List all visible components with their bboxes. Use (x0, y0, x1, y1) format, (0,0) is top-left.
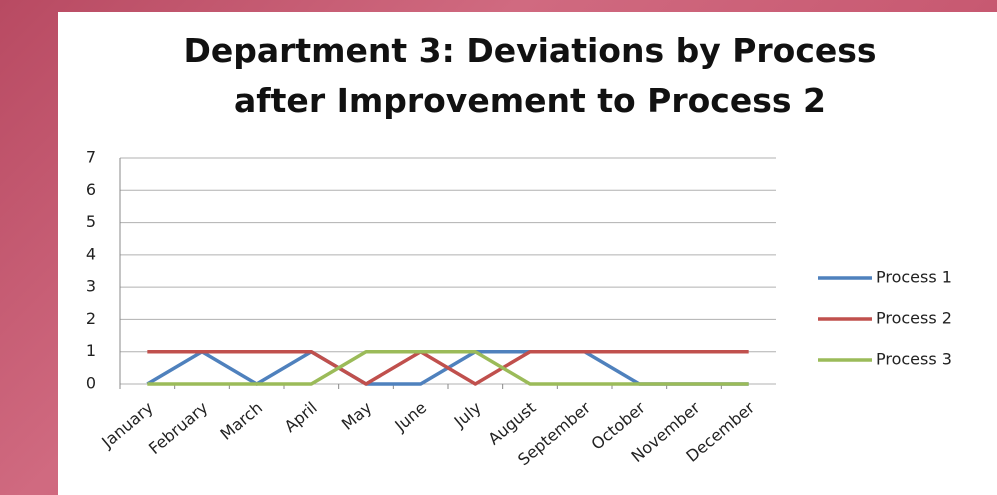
y-tick-label: 1 (86, 341, 96, 360)
x-tick-label: May (338, 398, 376, 434)
chart-panel (58, 12, 997, 495)
y-tick-label: 0 (86, 374, 96, 393)
legend-label: Process 3 (876, 350, 952, 369)
x-tick-label: February (145, 398, 212, 458)
x-tick-label: June (390, 398, 430, 436)
series-line (147, 349, 749, 386)
legend-label: Process 2 (876, 309, 952, 328)
y-tick-label: 2 (86, 309, 96, 328)
chart-title: Department 3: Deviations by Process afte… (183, 31, 877, 120)
y-tick-label: 4 (86, 244, 96, 263)
x-tick-label: July (450, 398, 485, 432)
y-tick-label: 3 (86, 277, 96, 296)
y-tick-label: 6 (86, 180, 96, 199)
legend-label: Process 1 (876, 268, 952, 287)
x-tick-label: March (217, 398, 267, 444)
y-tick-label: 7 (86, 148, 96, 167)
y-tick-label: 5 (86, 212, 96, 231)
x-tick-label: April (281, 398, 321, 436)
series-line (147, 349, 749, 386)
